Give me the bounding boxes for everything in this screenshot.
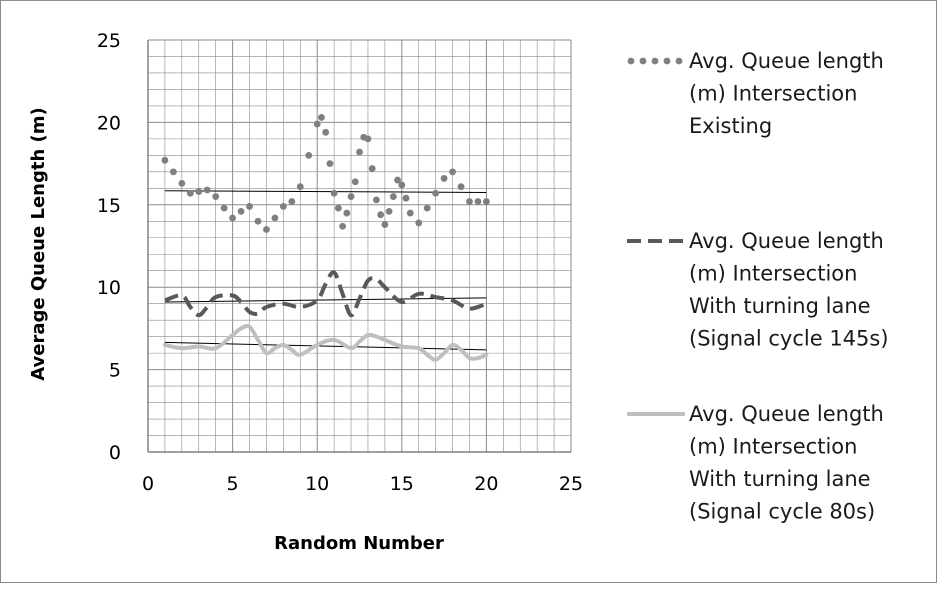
data-point xyxy=(343,209,351,217)
y-tick-label: 25 xyxy=(97,30,121,52)
data-point xyxy=(364,135,372,143)
data-point xyxy=(406,209,414,217)
legend-marker xyxy=(651,57,659,65)
data-point xyxy=(161,156,169,164)
data-point xyxy=(237,207,245,215)
data-point xyxy=(389,193,397,200)
data-point xyxy=(381,221,389,228)
series-1 xyxy=(161,114,490,233)
trend-line-2 xyxy=(164,297,487,303)
x-tick-label: 15 xyxy=(390,473,414,495)
legend-marker xyxy=(675,57,683,65)
data-point xyxy=(220,204,228,212)
data-point xyxy=(254,217,262,225)
series-line xyxy=(162,324,489,362)
data-point xyxy=(313,120,321,128)
data-point xyxy=(377,211,385,219)
y-axis-title: Average Queue Length (m) xyxy=(28,107,49,381)
legend: Avg. Queue length (m) Intersection Existin… xyxy=(627,49,889,524)
data-point xyxy=(203,186,211,194)
data-point xyxy=(195,188,203,196)
data-point xyxy=(347,193,355,200)
data-point xyxy=(356,148,363,156)
legend-marker xyxy=(639,57,647,65)
trend-line-3 xyxy=(164,341,487,351)
data-point xyxy=(263,226,270,233)
series-3 xyxy=(162,324,489,362)
legend-label: Avg. Queue length (m) Intersection With tu… xyxy=(689,402,884,524)
data-point xyxy=(334,204,342,212)
tick-labels: 0 5 10 15 20 25 0 5 10 15 20 25 xyxy=(97,30,583,495)
y-tick-label: 20 xyxy=(97,112,121,134)
grid-lines xyxy=(147,39,572,453)
data-point xyxy=(440,175,448,182)
data-point xyxy=(398,181,406,189)
data-point xyxy=(339,222,346,230)
data-point xyxy=(305,151,313,159)
data-point xyxy=(385,207,393,215)
x-axis-title: Random Number xyxy=(274,533,444,554)
y-tick-label: 10 xyxy=(97,277,121,299)
data-point xyxy=(466,198,473,205)
data-point xyxy=(326,160,334,168)
data-point xyxy=(474,198,482,205)
data-point xyxy=(169,168,177,176)
x-tick-label: 25 xyxy=(559,473,583,495)
legend-entry-2: Avg. Queue length (m) Intersection With tu… xyxy=(627,229,889,351)
legend-entry-1: Avg. Queue length (m) Intersection Existin… xyxy=(627,49,884,138)
data-point xyxy=(351,178,359,186)
x-tick-label: 5 xyxy=(227,473,239,495)
data-point xyxy=(178,179,186,187)
data-point xyxy=(432,189,440,197)
legend-label: Avg. Queue length (m) Intersection Existin… xyxy=(689,49,884,138)
y-tick-label: 5 xyxy=(109,360,121,382)
data-point xyxy=(322,128,330,136)
y-tick-label: 0 xyxy=(109,442,121,464)
y-tick-label: 15 xyxy=(97,195,121,217)
data-point xyxy=(318,114,325,121)
x-tick-label: 10 xyxy=(305,473,329,495)
data-point xyxy=(330,189,338,197)
series-2 xyxy=(164,270,488,318)
data-point xyxy=(394,176,401,184)
x-tick-label: 20 xyxy=(474,473,498,495)
legend-label: Avg. Queue length (m) Intersection With tu… xyxy=(689,229,889,351)
data-point xyxy=(402,194,410,202)
data-series xyxy=(161,114,490,362)
data-point xyxy=(373,196,380,204)
legend-marker xyxy=(627,57,635,65)
data-point xyxy=(186,189,194,197)
trend-lines xyxy=(164,190,487,351)
data-point xyxy=(296,183,304,191)
data-point xyxy=(288,198,296,205)
data-point xyxy=(423,204,431,212)
series-line xyxy=(164,270,488,318)
data-point xyxy=(279,203,287,210)
data-point xyxy=(229,214,237,222)
data-point xyxy=(246,203,253,210)
data-point xyxy=(415,219,423,227)
data-point xyxy=(457,183,465,191)
x-tick-label: 0 xyxy=(142,473,154,495)
legend-entry-3: Avg. Queue length (m) Intersection With tu… xyxy=(627,402,884,524)
data-point xyxy=(483,198,490,205)
data-point xyxy=(449,168,456,176)
data-point xyxy=(368,165,376,172)
legend-marker xyxy=(663,57,671,65)
data-point xyxy=(212,193,220,200)
data-point xyxy=(271,214,279,222)
